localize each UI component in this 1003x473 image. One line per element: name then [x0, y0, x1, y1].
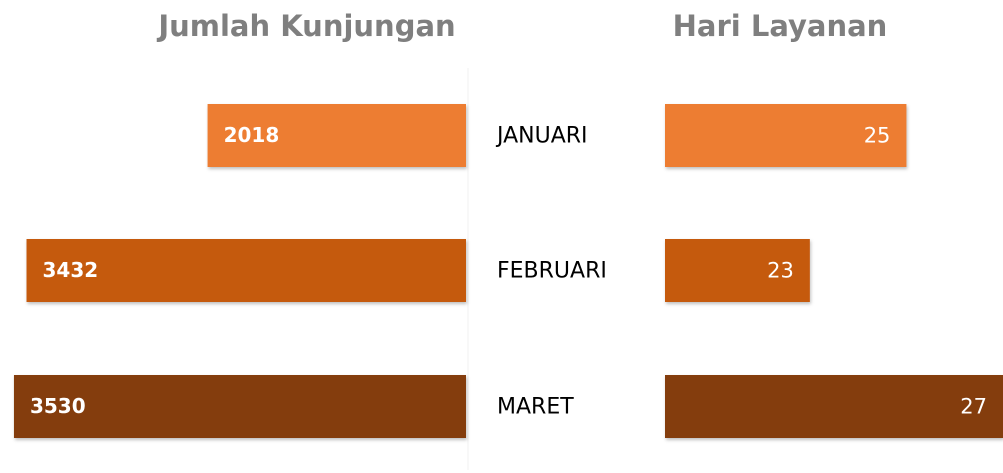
- bar: [665, 375, 1003, 438]
- bar: [26, 239, 466, 302]
- value-label: 3530: [30, 394, 86, 418]
- value-label: 25: [864, 124, 891, 148]
- value-label: 23: [767, 259, 794, 283]
- left-title: Jumlah Kunjungan: [156, 9, 455, 43]
- bar: [13, 375, 466, 438]
- bar: [207, 104, 466, 167]
- category-label: MARET: [497, 395, 574, 420]
- bar: [665, 104, 907, 167]
- value-label: 3432: [43, 258, 99, 282]
- value-label: 27: [960, 395, 987, 419]
- right-title: Hari Layanan: [673, 9, 888, 43]
- bar: [665, 239, 810, 302]
- category-label: JANUARI: [495, 124, 588, 149]
- category-label: FEBRUARI: [497, 259, 607, 284]
- value-label: 2018: [224, 123, 280, 147]
